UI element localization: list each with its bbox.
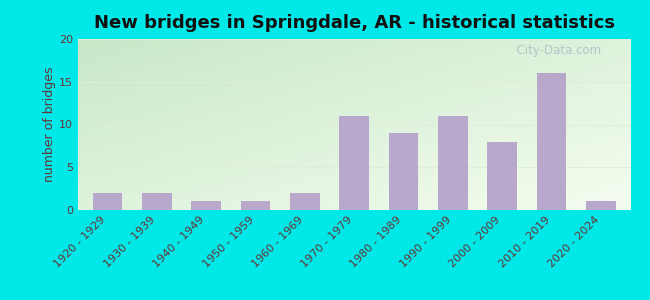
Bar [438, 116, 468, 210]
Bar [192, 202, 221, 210]
Bar [537, 73, 566, 210]
Bar [339, 116, 369, 210]
Bar [389, 133, 419, 210]
Bar [290, 193, 320, 210]
Bar [93, 193, 122, 210]
Bar [240, 202, 270, 210]
Text: City-Data.com: City-Data.com [509, 44, 601, 57]
Bar [586, 202, 616, 210]
Bar [488, 142, 517, 210]
Title: New bridges in Springdale, AR - historical statistics: New bridges in Springdale, AR - historic… [94, 14, 615, 32]
Y-axis label: number of bridges: number of bridges [44, 67, 57, 182]
Bar [142, 193, 172, 210]
